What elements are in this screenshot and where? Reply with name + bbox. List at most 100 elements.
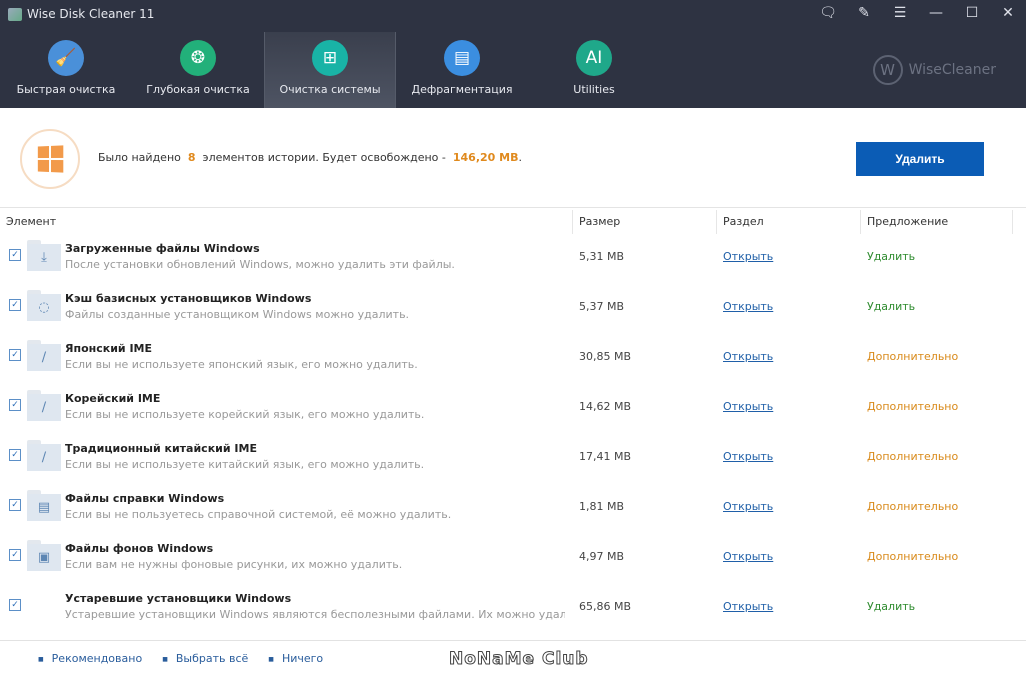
open-link[interactable]: Открыть	[723, 450, 774, 463]
item-name: Традиционный китайский IME	[65, 442, 257, 455]
table-row[interactable]: ✓ ▤ Файлы справки Windows Если вы не поль…	[0, 488, 1026, 538]
items-list: ✓ ⤓ Загруженные файлы Windows После устан…	[0, 238, 1026, 638]
window-title: Wise Disk Cleaner 11	[8, 7, 154, 21]
item-size: 14,62 MB	[579, 400, 632, 413]
select-all-link[interactable]: Выбрать всё	[162, 652, 248, 665]
open-link[interactable]: Открыть	[723, 550, 774, 563]
windows-icon: ⊞	[312, 40, 348, 76]
open-link[interactable]: Открыть	[723, 600, 774, 613]
row-checkbox[interactable]: ✓	[9, 599, 21, 611]
pen-icon: ∕	[27, 444, 61, 471]
open-link[interactable]: Открыть	[723, 300, 774, 313]
nav-label: Дефрагментация	[411, 83, 513, 96]
title-bar: Wise Disk Cleaner 11 🗨 ✎ ☰ — ☐ ✕ 🧹 Быстра…	[0, 0, 1026, 108]
watermark: NoNaMe Club	[449, 649, 589, 670]
item-suggestion: Дополнительно	[867, 350, 959, 363]
item-size: 5,31 MB	[579, 250, 625, 263]
item-suggestion: Удалить	[867, 600, 916, 613]
column-size[interactable]: Размер	[573, 210, 717, 234]
nav-tab-4[interactable]: AI Utilities	[528, 32, 660, 108]
item-size: 30,85 MB	[579, 350, 632, 363]
item-description: Если вы не используете японский язык, ег…	[65, 358, 418, 371]
column-suggestion[interactable]: Предложение	[861, 210, 1013, 234]
column-section[interactable]: Раздел	[717, 210, 861, 234]
row-checkbox[interactable]: ✓	[9, 299, 21, 311]
nav-tab-1[interactable]: ❂ Глубокая очистка	[132, 32, 264, 108]
open-link[interactable]: Открыть	[723, 500, 774, 513]
row-checkbox[interactable]: ✓	[9, 449, 21, 461]
notes-icon[interactable]: ✎	[858, 5, 870, 21]
brand-logo: W WiseCleaner	[872, 55, 996, 85]
folder-icon: ⤓	[27, 240, 61, 272]
ai-icon: AI	[576, 40, 612, 76]
pen-icon: ∕	[27, 344, 61, 371]
summary-text: Было найдено 8 элементов истории. Будет …	[98, 151, 522, 164]
table-row[interactable]: ✓ ∕ Японский IME Если вы не используете я…	[0, 338, 1026, 388]
item-description: Если вы не пользуетесь справочной систем…	[65, 508, 452, 521]
item-suggestion: Дополнительно	[867, 400, 959, 413]
item-size: 1,81 MB	[579, 500, 625, 513]
item-name: Корейский IME	[65, 392, 161, 405]
table-row[interactable]: ✓ ∕ Корейский IME Если вы не используете …	[0, 388, 1026, 438]
nav-tab-2[interactable]: ⊞ Очистка системы	[264, 32, 396, 108]
table-header: Элемент Размер Раздел Предложение	[0, 210, 1026, 234]
vacuum-icon: ❂	[180, 40, 216, 76]
menu-icon[interactable]: ☰	[893, 5, 907, 21]
item-name: Японский IME	[65, 342, 153, 355]
feedback-icon[interactable]: 🗨	[819, 5, 837, 21]
item-suggestion: Дополнительно	[867, 500, 959, 513]
window-controls: 🗨 ✎ ☰ — ☐ ✕	[810, 0, 1026, 26]
nav-tab-3[interactable]: ▤ Дефрагментация	[396, 32, 528, 108]
selection-links: Рекомендовано Выбрать всё Ничего	[38, 652, 324, 665]
item-suggestion: Удалить	[867, 300, 916, 313]
minimize-icon[interactable]: —	[929, 5, 943, 21]
item-suggestion: Удалить	[867, 250, 916, 263]
divider	[0, 640, 1026, 641]
column-element[interactable]: Элемент	[0, 210, 573, 234]
row-checkbox[interactable]: ✓	[9, 249, 21, 261]
item-suggestion: Дополнительно	[867, 450, 959, 463]
item-name: Файлы фонов Windows	[65, 542, 214, 555]
open-link[interactable]: Открыть	[723, 250, 774, 263]
image-icon: ▣	[27, 544, 61, 571]
table-row[interactable]: ✓ ◌ Кэш базисных установщиков Windows Фай…	[0, 288, 1026, 338]
item-name: Устаревшие установщики Windows	[65, 592, 292, 605]
nav-label: Очистка системы	[279, 83, 381, 96]
table-row[interactable]: ✓ Устаревшие установщики Windows Устарев…	[0, 588, 1026, 638]
open-link[interactable]: Открыть	[723, 400, 774, 413]
folder-icon: ∕	[27, 390, 61, 422]
item-name: Загруженные файлы Windows	[65, 242, 260, 255]
nav-label: Utilities	[573, 83, 615, 96]
help-file-icon: ▤	[27, 494, 61, 521]
recommended-link[interactable]: Рекомендовано	[38, 652, 143, 665]
maximize-icon[interactable]: ☐	[965, 5, 979, 21]
open-link[interactable]: Открыть	[723, 350, 774, 363]
item-size: 5,37 MB	[579, 300, 625, 313]
table-row[interactable]: ✓ ∕ Традиционный китайский IME Если вы не…	[0, 438, 1026, 488]
item-description: После установки обновлений Windows, можн…	[65, 258, 455, 271]
row-checkbox[interactable]: ✓	[9, 549, 21, 561]
row-checkbox[interactable]: ✓	[9, 349, 21, 361]
item-description: Если вы не используете китайский язык, е…	[65, 458, 425, 471]
row-checkbox[interactable]: ✓	[9, 499, 21, 511]
folder-icon: ∕	[27, 340, 61, 372]
folder-icon: ∕	[27, 440, 61, 472]
close-icon[interactable]: ✕	[1002, 5, 1014, 21]
row-checkbox[interactable]: ✓	[9, 399, 21, 411]
summary-panel: Было найдено 8 элементов истории. Будет …	[0, 108, 1026, 208]
item-size: 17,41 MB	[579, 450, 632, 463]
nav-label: Глубокая очистка	[146, 83, 250, 96]
app-icon	[8, 7, 22, 21]
item-size: 65,86 MB	[579, 600, 632, 613]
table-row[interactable]: ✓ ▣ Файлы фонов Windows Если вам не нужны…	[0, 538, 1026, 588]
windows-icon	[20, 129, 80, 189]
nav-tab-0[interactable]: 🧹 Быстрая очистка	[0, 32, 132, 108]
select-none-link[interactable]: Ничего	[268, 652, 323, 665]
table-row[interactable]: ✓ ⤓ Загруженные файлы Windows После устан…	[0, 238, 1026, 288]
delete-button[interactable]: Удалить	[856, 142, 984, 176]
download-icon: ⤓	[27, 244, 61, 271]
folder-icon: ▤	[27, 490, 61, 522]
item-description: Устаревшие установщики Windows являются …	[65, 608, 565, 621]
item-description: Если вы не используете корейский язык, е…	[65, 408, 425, 421]
item-description: Файлы созданные установщиком Windows мож…	[65, 308, 410, 321]
